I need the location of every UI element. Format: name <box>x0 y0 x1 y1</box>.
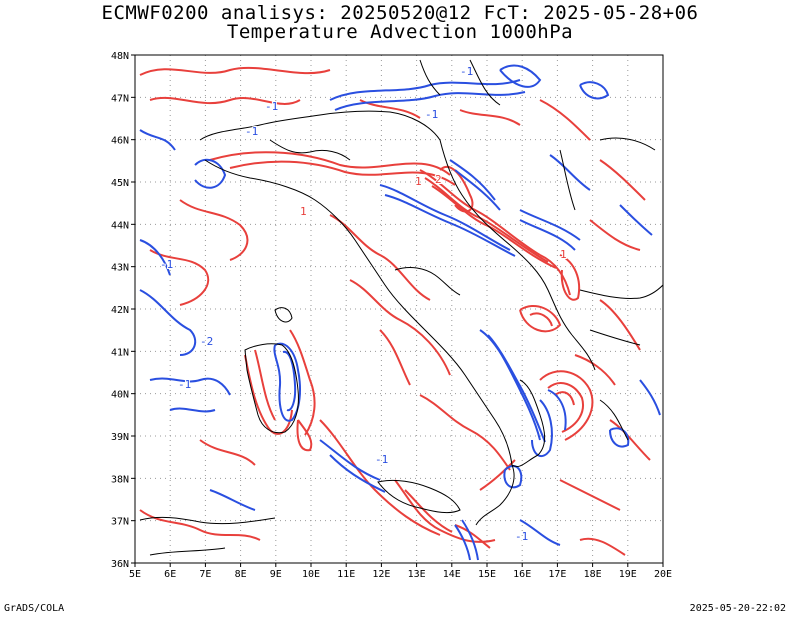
contour-label: 1 <box>300 205 307 218</box>
contour-label: 1 <box>560 248 567 261</box>
lat-tick-label: 45N <box>111 178 129 189</box>
title-line-1: ECMWF0200 analisys: 20250520@12 FcT: 202… <box>101 2 699 24</box>
lon-tick-label: 7E <box>199 569 211 580</box>
lon-tick-label: 12E <box>372 569 390 580</box>
contour-label: 1 <box>415 175 422 188</box>
lat-tick-label: 36N <box>111 559 129 570</box>
contour-label: -1 <box>425 108 438 121</box>
contour-label: -1 <box>160 258 173 271</box>
lon-tick-label: 18E <box>584 569 602 580</box>
lon-tick-label: 8E <box>235 569 247 580</box>
lon-tick-label: 17E <box>548 569 566 580</box>
lat-tick-label: 41N <box>111 347 129 358</box>
lat-tick-label: 38N <box>111 474 129 485</box>
contour-label: -1 <box>265 100 278 113</box>
lat-tick-label: 39N <box>111 432 129 443</box>
warm-advection-contours <box>139 66 651 556</box>
footer-timestamp: 2025-05-20-22:02 <box>689 603 786 614</box>
lon-tick-label: 6E <box>164 569 176 580</box>
lon-tick-label: 20E <box>654 569 672 580</box>
contour-label: -1 <box>460 65 473 78</box>
lon-tick-label: 16E <box>513 569 531 580</box>
lon-tick-label: 5E <box>129 569 141 580</box>
coastlines-borders <box>139 59 663 556</box>
contour-label: 2 <box>435 173 442 186</box>
title-line-2: Temperature Advection 1000hPa <box>226 21 574 43</box>
longitude-axis: 5E 6E 7E 8E 9E 10E 11E 12E 13E 14E 15E 16E 17E 18E 19E… <box>129 563 672 580</box>
contour-label: -1 <box>375 453 388 466</box>
lon-tick-label: 14E <box>443 569 461 580</box>
lat-tick-label: 37N <box>111 517 129 528</box>
lat-tick-label: 40N <box>111 390 129 401</box>
lat-tick-label: 43N <box>111 263 129 274</box>
lon-tick-label: 11E <box>337 569 355 580</box>
lat-tick-label: 42N <box>111 305 129 316</box>
lat-tick-label: 48N <box>111 51 129 62</box>
lat-tick-label: 46N <box>111 136 129 147</box>
contour-label: -1 <box>515 530 528 543</box>
lat-tick-label: 44N <box>111 220 129 231</box>
footer-software: GrADS/COLA <box>4 603 65 614</box>
lat-lon-grid <box>135 55 663 563</box>
latitude-axis: 48N 47N 46N 45N 44N 43N 42N 41N 40N 39N 38N 37N 36N <box>111 51 135 570</box>
contour-label: -2 <box>200 335 213 348</box>
cold-advection-contours <box>139 64 661 561</box>
lon-tick-label: 9E <box>270 569 282 580</box>
lon-tick-label: 13E <box>408 569 426 580</box>
lat-tick-label: 47N <box>111 93 129 104</box>
contour-label: -1 <box>245 125 258 138</box>
lon-tick-label: 15E <box>478 569 496 580</box>
lon-tick-label: 19E <box>619 569 637 580</box>
contour-label: -1 <box>178 378 191 391</box>
contour-labels: -1-1-1-1-1-2-1-1-111 21 <box>159 64 568 544</box>
lon-tick-label: 10E <box>302 569 320 580</box>
